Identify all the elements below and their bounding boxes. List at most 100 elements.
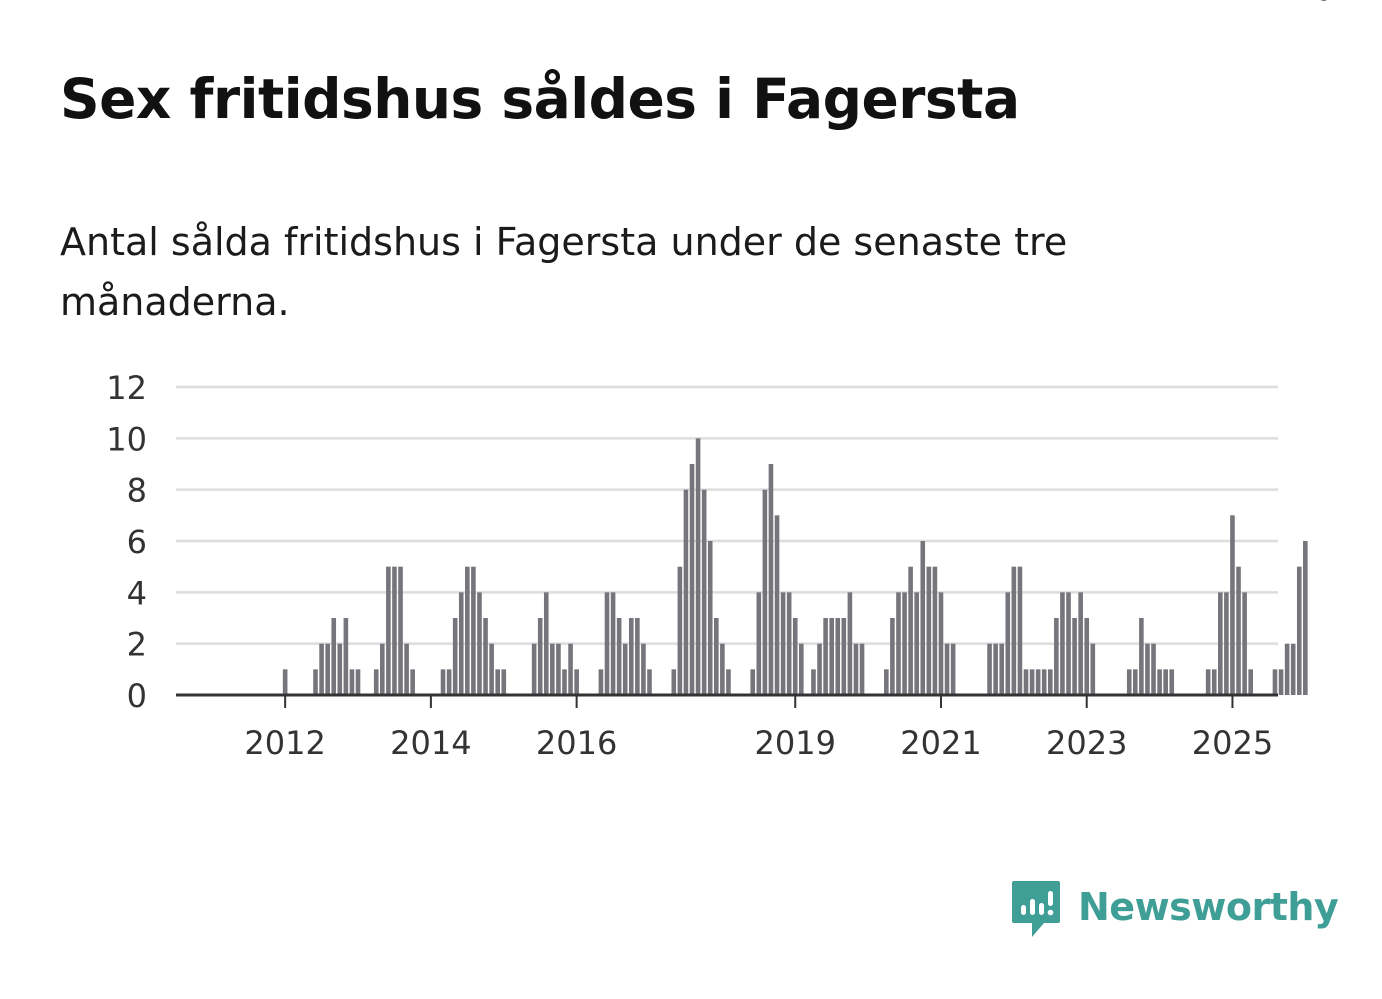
bar bbox=[458, 592, 464, 695]
bar bbox=[768, 464, 774, 695]
bar bbox=[398, 566, 403, 695]
y-tick-label: 12 bbox=[106, 369, 147, 407]
bar bbox=[1151, 643, 1156, 695]
bar bbox=[556, 643, 561, 695]
bar bbox=[780, 592, 786, 695]
bar bbox=[1005, 592, 1011, 695]
bar bbox=[610, 592, 616, 695]
chart-title: Sex fritidshus såldes i Fagersta bbox=[60, 67, 1020, 131]
bar bbox=[835, 618, 841, 695]
newsworthy-logo: Newsworthy bbox=[1010, 879, 1339, 941]
bar bbox=[1126, 669, 1132, 695]
bar bbox=[908, 566, 913, 695]
y-tick-label: 8 bbox=[127, 472, 147, 510]
bar bbox=[920, 541, 926, 695]
bar bbox=[501, 669, 507, 695]
bar bbox=[1029, 669, 1035, 695]
bar bbox=[890, 618, 895, 695]
bar bbox=[1218, 592, 1223, 695]
bar bbox=[774, 515, 780, 695]
bar bbox=[884, 669, 889, 695]
x-tick-label: 2014 bbox=[390, 724, 471, 762]
gridlines bbox=[176, 385, 1278, 645]
bar bbox=[537, 618, 543, 695]
bar bbox=[386, 566, 391, 695]
bar bbox=[647, 669, 652, 695]
bar bbox=[750, 669, 756, 695]
bar bbox=[489, 643, 494, 695]
bar bbox=[355, 669, 361, 695]
bar bbox=[477, 592, 482, 695]
bar bbox=[1296, 566, 1302, 695]
bar bbox=[671, 669, 677, 695]
bar bbox=[1157, 669, 1162, 695]
bar bbox=[1248, 669, 1253, 695]
bar bbox=[1078, 592, 1083, 695]
bar bbox=[762, 489, 768, 695]
bar bbox=[1060, 592, 1065, 695]
bar bbox=[1211, 669, 1217, 695]
bar bbox=[1066, 592, 1071, 695]
bar bbox=[495, 669, 500, 695]
y-tick-label: 6 bbox=[127, 523, 147, 561]
bar bbox=[319, 643, 324, 695]
bar bbox=[847, 592, 853, 695]
bar bbox=[683, 489, 689, 695]
x-tick-label: 2021 bbox=[900, 724, 981, 762]
chart-subtitle: Antal sålda fritidshus i Fagersta under … bbox=[60, 220, 1068, 324]
bar bbox=[1090, 643, 1096, 695]
x-tick-label: 2023 bbox=[1046, 724, 1127, 762]
x-tick-label: 2025 bbox=[1192, 724, 1273, 762]
brand-name: Newsworthy bbox=[1078, 885, 1339, 929]
bar bbox=[1272, 669, 1278, 695]
bar bbox=[756, 592, 762, 695]
bar bbox=[902, 592, 907, 695]
bar bbox=[1303, 541, 1308, 695]
bar bbox=[543, 592, 549, 695]
bar bbox=[568, 643, 573, 695]
bar bbox=[1017, 566, 1023, 695]
bar bbox=[914, 592, 919, 695]
bar bbox=[932, 566, 938, 695]
bar bbox=[714, 618, 719, 695]
bar bbox=[950, 643, 956, 695]
bar bbox=[701, 489, 707, 695]
bar bbox=[792, 618, 798, 695]
bar bbox=[313, 669, 318, 695]
bar bbox=[325, 643, 330, 695]
bar bbox=[926, 566, 932, 695]
bar bbox=[622, 643, 628, 695]
bar bbox=[1072, 618, 1077, 695]
bar bbox=[343, 618, 349, 695]
x-tick-label: 2016 bbox=[536, 724, 617, 762]
bar bbox=[823, 618, 828, 695]
bar bbox=[1054, 618, 1059, 695]
bar bbox=[380, 643, 385, 695]
x-tick-label: 2019 bbox=[755, 724, 836, 762]
newsworthy-chart-icon bbox=[1012, 881, 1060, 937]
bar bbox=[331, 618, 337, 695]
bar bbox=[938, 592, 944, 695]
bar bbox=[1290, 643, 1296, 695]
bar bbox=[1047, 669, 1053, 695]
bar bbox=[1242, 592, 1247, 695]
bar bbox=[811, 669, 816, 695]
bar bbox=[993, 643, 998, 695]
bar bbox=[817, 643, 822, 695]
x-axis: 2012 2014 2016 2019 2021 2023 2025 bbox=[176, 693, 1278, 762]
bar bbox=[786, 592, 792, 695]
bar bbox=[550, 643, 555, 695]
bar bbox=[373, 669, 379, 695]
bar bbox=[720, 643, 725, 695]
bar bbox=[562, 669, 567, 695]
bar bbox=[574, 669, 579, 695]
bar bbox=[1133, 669, 1138, 695]
bar bbox=[465, 566, 470, 695]
bar bbox=[1084, 618, 1090, 695]
y-tick-label: 2 bbox=[127, 626, 147, 664]
bar bbox=[282, 669, 288, 695]
bar bbox=[853, 643, 859, 695]
bars bbox=[282, 438, 1308, 695]
bar bbox=[677, 566, 683, 695]
bar bbox=[1139, 618, 1144, 695]
